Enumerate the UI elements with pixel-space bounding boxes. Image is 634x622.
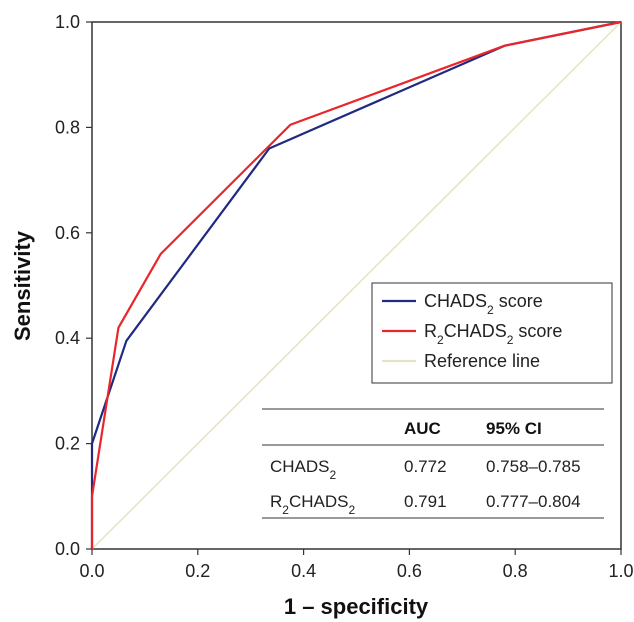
x-tick-label: 0.2 xyxy=(185,561,210,581)
series-layer xyxy=(90,20,622,550)
legend-box xyxy=(371,282,613,384)
table-header-2: 95% CI xyxy=(486,419,542,438)
legend: CHADS2 score R2CHADS2 score Reference line xyxy=(371,282,613,384)
x-tick-labels: 0.0 0.2 0.4 0.6 0.8 1.0 xyxy=(79,561,633,581)
table-ci-value: 0.758–0.785 xyxy=(486,457,581,476)
y-tick-label: 0.2 xyxy=(55,434,80,454)
x-tick-label: 1.0 xyxy=(608,561,633,581)
legend-label-1: R2CHADS2 score xyxy=(424,321,562,347)
y-axis-title: Sensitivity xyxy=(10,230,35,341)
table-ci-value: 0.777–0.804 xyxy=(486,492,581,511)
y-tick-labels: 0.0 0.2 0.4 0.6 0.8 1.0 xyxy=(55,12,80,559)
series-line-2 xyxy=(91,21,622,550)
legend-label-0: CHADS2 score xyxy=(424,291,543,317)
y-tick-label: 0.0 xyxy=(55,539,80,559)
x-tick-label: 0.0 xyxy=(79,561,104,581)
y-tick-label: 1.0 xyxy=(55,12,80,32)
x-axis-title: 1 – specificity xyxy=(284,594,429,619)
axes xyxy=(86,21,622,555)
table-header-1: AUC xyxy=(404,419,441,438)
table-auc-value: 0.791 xyxy=(404,492,447,511)
x-tick-label: 0.6 xyxy=(397,561,422,581)
legend-label-2: Reference line xyxy=(424,351,540,371)
y-tick-label: 0.4 xyxy=(55,328,80,348)
auc-table: AUC 95% CI CHADS2 0.772 0.758–0.785 R2CHADS2 0… xyxy=(262,408,604,519)
series-line-1 xyxy=(90,20,622,549)
y-tick-label: 0.8 xyxy=(55,117,80,137)
table-auc-value: 0.772 xyxy=(404,457,447,476)
table-row-label: CHADS2 xyxy=(270,457,337,482)
x-tick-label: 0.8 xyxy=(503,561,528,581)
table-row-label: R2CHADS2 xyxy=(270,492,355,517)
x-tick-label: 0.4 xyxy=(291,561,316,581)
y-tick-label: 0.6 xyxy=(55,223,80,243)
